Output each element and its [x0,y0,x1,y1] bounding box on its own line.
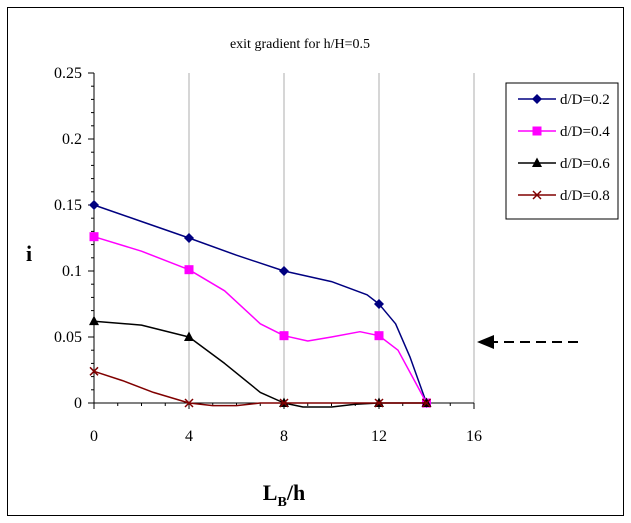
data-point [184,331,194,341]
data-point [279,398,289,408]
reference-arrowhead [477,335,494,349]
y-tick-label: 0.25 [54,65,82,82]
chart-title: exit gradient for h/H=0.5 [230,37,370,52]
data-point [89,366,99,376]
series-1 [89,200,432,408]
series-group [89,200,432,408]
legend-marker [532,94,542,104]
data-point [279,266,289,276]
x-tick-label: 8 [280,428,288,445]
legend-marker [532,190,542,200]
data-point [374,398,384,408]
legend-item-4: d/D=0.8 [518,188,610,204]
x-axis-label-main: L [263,480,278,505]
data-point [184,233,194,243]
series-4 [89,366,432,408]
y-tick-label: 0 [74,395,82,412]
x-axis-label-subscript: B [277,495,286,510]
x-axis-label: LB/h [263,480,305,510]
data-point [279,331,289,341]
data-point [184,398,194,408]
data-point [89,232,99,242]
legend-item-1: d/D=0.2 [518,92,610,108]
legend-marker [532,157,542,167]
legend-label: d/D=0.4 [560,124,610,140]
data-point [89,200,99,210]
y-tick-label: 0.15 [54,197,82,214]
data-point [421,398,432,408]
legend-box [505,82,619,220]
y-tick-labels: 0 0.05 0.1 0.15 0.2 0.25 [54,65,82,412]
x-tick-labels: 0 4 8 12 16 [90,428,482,445]
legend-label: d/D=0.8 [560,188,610,204]
legend-label: d/D=0.6 [560,156,610,172]
data-point [184,265,194,275]
series-line-4 [93,370,427,407]
legend-item-2: d/D=0.4 [518,124,610,140]
legend-marker [532,126,542,136]
y-axis-label: i [26,241,32,266]
x-tick-label: 12 [371,428,387,445]
legend-label: d/D=0.2 [560,92,610,108]
data-point [374,331,384,341]
y-tick-label: 0.1 [62,263,82,280]
x-axis-label-tail: /h [286,480,305,505]
reference-arrow [477,335,578,349]
y-tick-label: 0.2 [62,131,82,148]
x-tick-label: 16 [466,428,482,445]
x-tick-label: 4 [185,428,193,445]
data-point [374,299,384,309]
data-point [89,315,99,326]
series-line-1 [93,204,428,404]
y-tick-label: 0.05 [54,329,82,346]
legend: d/D=0.2 d/D=0.4 d/D=0.6 d/D=0.8 [505,82,619,220]
x-tick-label: 0 [90,428,98,445]
legend-item-3: d/D=0.6 [518,156,610,172]
